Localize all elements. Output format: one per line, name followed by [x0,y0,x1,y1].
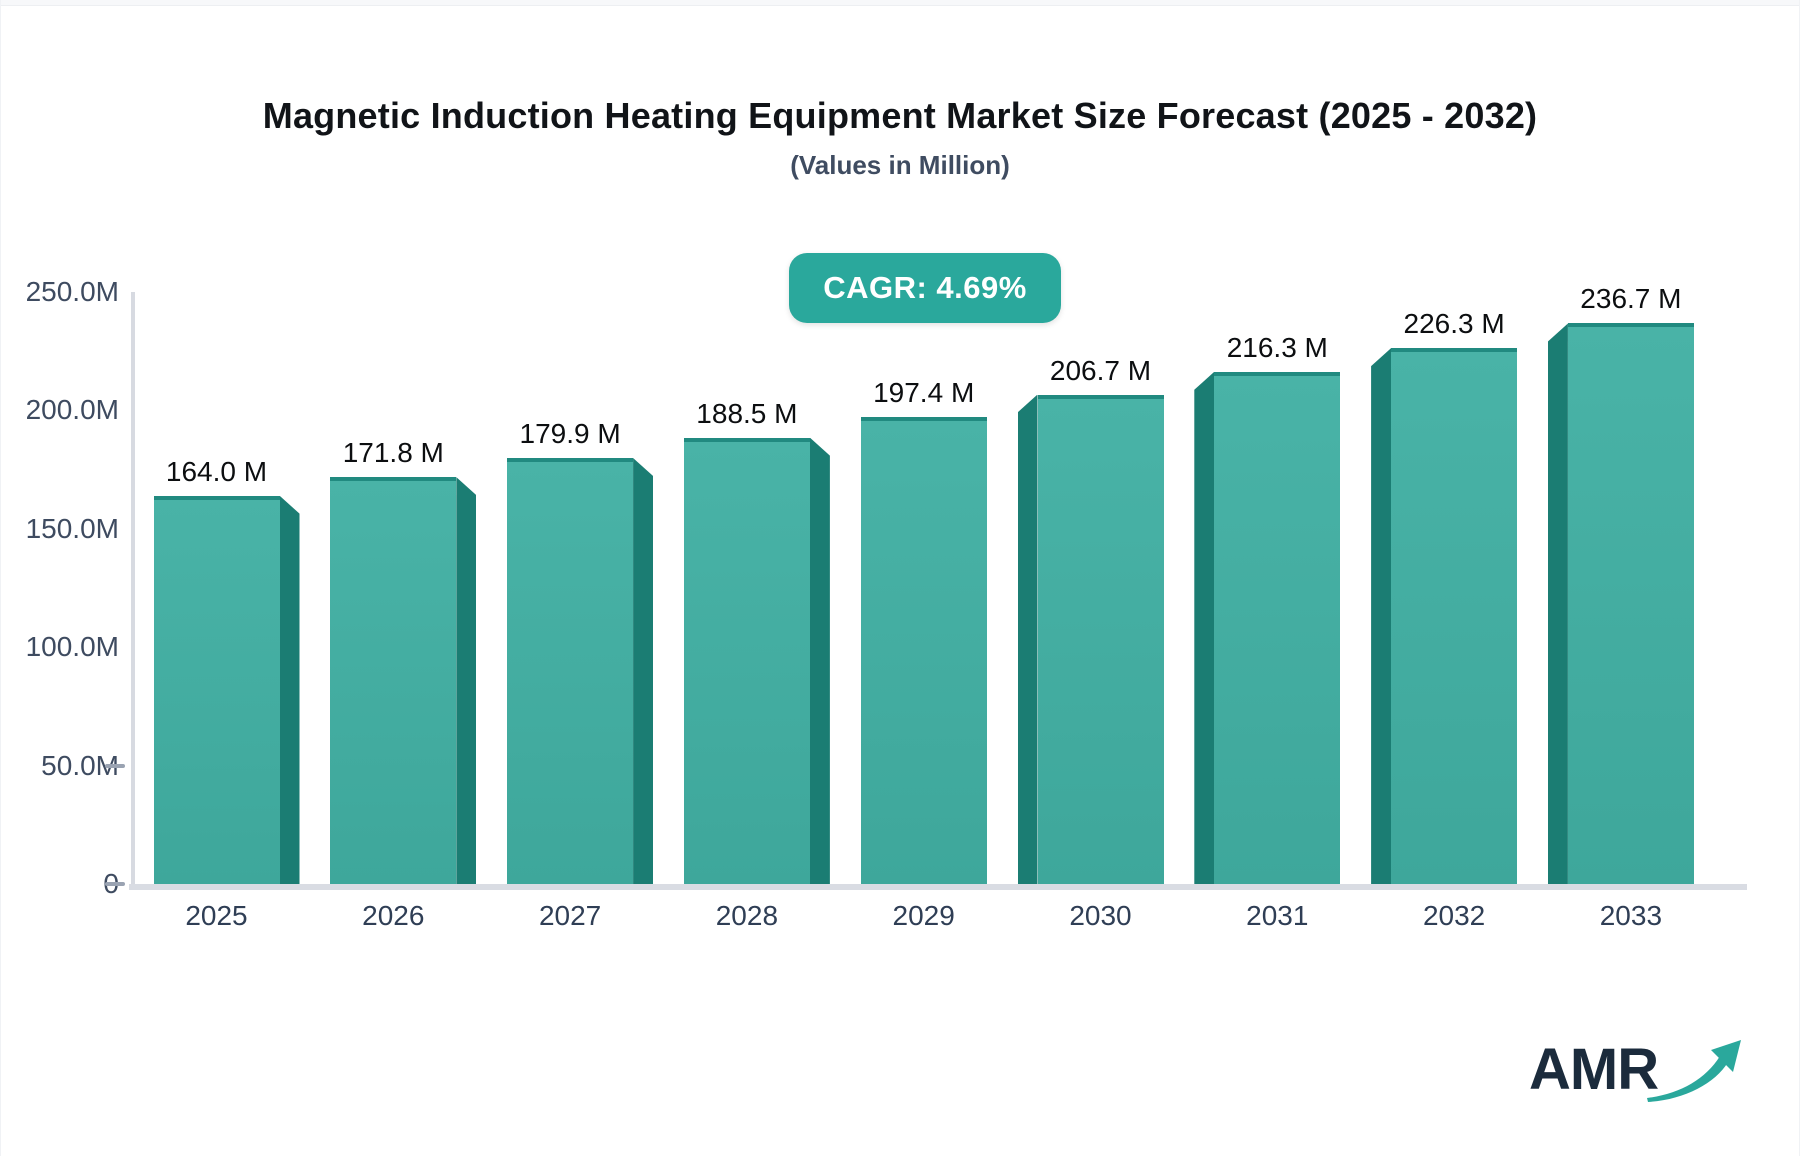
cagr-badge-label: CAGR: 4.69% [823,270,1027,305]
bar-3d-side [1547,323,1568,884]
bar[interactable] [860,416,987,884]
x-axis-category-label: 2033 [1599,900,1663,931]
y-axis-tick-label: 0 [7,868,119,900]
chart-title: Magnetic Induction Heating Equipment Mar… [262,95,1538,136]
bar[interactable] [1567,323,1694,884]
bar-3d-side [1371,348,1392,884]
y-axis-tick-label: 200.0M [25,394,119,426]
bar[interactable] [1214,371,1341,884]
bar-value-label: 171.8 M [342,437,444,469]
bar-3d-side [633,457,654,884]
cagr-badge: CAGR: 4.69% [789,253,1061,323]
bar-value-label: 188.5 M [696,397,798,429]
bar-value-label: 236.7 M [1580,283,1682,315]
bar-3d-side [809,437,830,884]
bar[interactable] [153,495,280,884]
y-axis-tick-label: 250.0M [25,276,119,307]
bar-value-label: 206.7 M [1049,354,1152,386]
bar[interactable] [330,477,457,884]
bar[interactable] [1391,348,1518,884]
y-axis-tick-label: 50.0M [41,749,119,781]
window-top-strip [1,0,1799,6]
bar-value-label: 216.3 M [1226,331,1328,363]
growth-arrow-icon [1647,1040,1741,1102]
bar[interactable] [507,457,634,884]
x-axis-category-label: 2028 [715,900,779,931]
brand-logo-text: AMR [1529,1037,1659,1102]
x-axis-baseline [129,884,1747,890]
x-axis-category-label: 2029 [892,900,955,931]
bar-3d-side [456,477,477,884]
bar-value-label: 226.3 M [1403,308,1505,340]
x-axis-category-label: 2030 [1069,900,1132,931]
y-axis-tick-label: 150.0M [25,512,119,544]
bar[interactable] [683,437,810,884]
bar-value-label: 197.4 M [873,376,975,408]
bar-3d-side [1194,371,1215,884]
chart-subtitle: (Values in Million) [790,150,1010,180]
x-axis-category-label: 2025 [185,900,248,931]
x-axis-category-label: 2026 [362,900,425,931]
x-axis-category-label: 2027 [538,900,602,931]
bar-3d-side [1017,394,1038,884]
bar-value-label: 164.0 M [165,455,268,487]
bar-3d-side [279,495,300,884]
y-axis-tick-mark [105,763,125,768]
bar-value-label: 179.9 M [519,417,621,449]
bar[interactable] [1037,394,1164,884]
y-axis-line [131,292,135,884]
y-axis-tick-mark [105,882,125,886]
x-axis-category-label: 2032 [1422,900,1486,931]
brand-logo: AMR [1529,1037,1741,1118]
x-axis-category-label: 2031 [1246,900,1309,931]
y-axis-tick-label: 100.0M [25,631,119,663]
